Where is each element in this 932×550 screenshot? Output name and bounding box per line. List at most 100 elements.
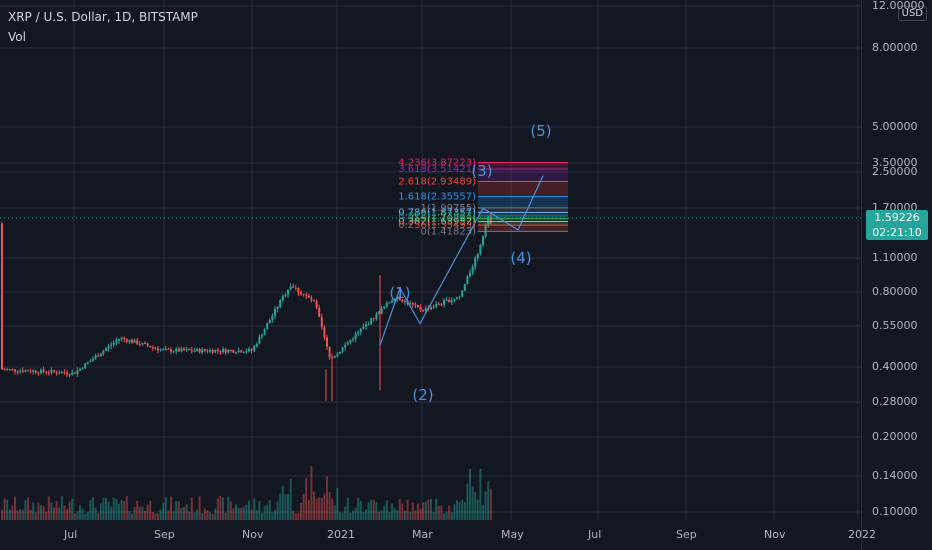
candle-body	[440, 304, 443, 306]
candle-body	[81, 368, 84, 370]
volume-bar	[227, 496, 230, 520]
volume-bar	[21, 509, 24, 520]
volume-bar	[66, 509, 68, 520]
candle-body	[404, 300, 406, 303]
volume-bar	[370, 499, 373, 520]
candle-body	[133, 340, 136, 343]
volume-bar	[162, 502, 165, 520]
volume-bar	[448, 505, 451, 520]
volume-bar	[131, 513, 133, 520]
candle-body	[328, 346, 331, 358]
volume-bar	[76, 511, 79, 520]
volume-bar	[151, 512, 154, 520]
volume-bar	[248, 500, 250, 520]
volume-bar	[237, 507, 240, 520]
candle-body	[302, 294, 305, 296]
candle-body	[112, 342, 115, 345]
candle-body	[437, 303, 440, 305]
candle-body	[123, 337, 126, 340]
candle-body	[271, 315, 274, 321]
volume-bar	[92, 497, 94, 520]
volume-bar	[37, 502, 40, 520]
candle-body	[92, 358, 94, 361]
candle-body	[253, 346, 256, 351]
volume-indicator-label[interactable]: Vol	[8, 30, 26, 44]
volume-bar	[115, 499, 118, 520]
volume-bar	[391, 503, 393, 520]
candle-body	[86, 362, 89, 364]
candle-body	[310, 297, 313, 301]
candle-body	[115, 340, 118, 343]
candles	[1, 213, 492, 401]
price-axis[interactable]: USD	[861, 0, 932, 550]
fib-level-label: 0(1.41823)	[420, 226, 476, 237]
price-axis-tick: 3.50000	[872, 156, 918, 169]
symbol-title[interactable]: XRP / U.S. Dollar, 1D, BITSTAMP	[8, 10, 198, 24]
candle-body	[258, 336, 261, 344]
volume-bar	[427, 499, 430, 520]
fib-level-label: 0.382(1.63952)	[398, 216, 476, 227]
candle-body	[463, 284, 466, 291]
candle-body	[362, 326, 365, 330]
volume-bar	[378, 511, 380, 520]
fib-level-label: 0.786(1.87357)	[398, 207, 476, 218]
volume-bar	[258, 500, 261, 520]
candle-body	[68, 374, 71, 376]
volume-bar	[482, 505, 484, 520]
candle-body	[391, 300, 393, 303]
candle-body	[349, 340, 352, 343]
volume-bar	[206, 510, 209, 520]
time-axis-tick: May	[501, 528, 524, 541]
candle-body	[383, 306, 386, 309]
volume-bar	[203, 508, 206, 520]
candle-body	[279, 300, 282, 308]
volume-bar	[461, 499, 464, 520]
volume-bar	[149, 500, 152, 520]
elliott-wave[interactable]: (1) (2) (3) (4) (5)	[379, 122, 552, 404]
candle-body	[263, 329, 266, 335]
candle-body	[471, 266, 474, 273]
volume-bar	[180, 507, 183, 520]
candle-body	[245, 351, 248, 353]
candle-body	[305, 294, 308, 296]
volume-bar	[274, 509, 276, 520]
fib-zone	[478, 221, 568, 226]
volume-bar	[354, 507, 357, 520]
volume-bar	[406, 499, 409, 520]
volume-bar	[34, 512, 37, 520]
volume-bars	[1, 466, 492, 520]
price-axis-tick: 1.10000	[872, 251, 918, 264]
candle-body	[240, 350, 243, 353]
candle-body	[365, 324, 367, 327]
candle-body	[393, 298, 396, 301]
volume-bar	[40, 505, 42, 520]
candle-body	[417, 304, 419, 308]
volume-bar	[336, 488, 339, 520]
candle-body	[40, 369, 42, 374]
volume-bar	[276, 501, 279, 520]
time-axis-tick: Nov	[242, 528, 264, 541]
candle-body	[110, 344, 113, 347]
fib-extension[interactable]: 4.236(3.87223)3.618(3.51421) 2.618(2.9348…	[398, 158, 568, 238]
candle-body	[276, 307, 279, 309]
time-axis-tick: Jul	[64, 528, 78, 541]
volume-bar	[263, 505, 266, 520]
currency-button[interactable]: USD	[897, 6, 927, 21]
volume-bar	[32, 502, 35, 520]
candle-body	[307, 295, 310, 298]
volume-bar	[349, 512, 352, 520]
volume-bar	[193, 512, 196, 520]
candle-body	[432, 306, 435, 308]
volume-bar	[307, 500, 310, 520]
candle-body	[99, 353, 102, 357]
price-axis-tick: 8.00000	[872, 41, 918, 54]
volume-bar	[229, 501, 232, 520]
volume-bar	[128, 510, 131, 520]
candle-body	[357, 331, 360, 334]
volume-bar	[398, 499, 401, 520]
candle-body	[47, 372, 50, 374]
candle-body	[222, 349, 224, 352]
candle-body	[170, 349, 172, 353]
candle-body	[53, 370, 55, 372]
